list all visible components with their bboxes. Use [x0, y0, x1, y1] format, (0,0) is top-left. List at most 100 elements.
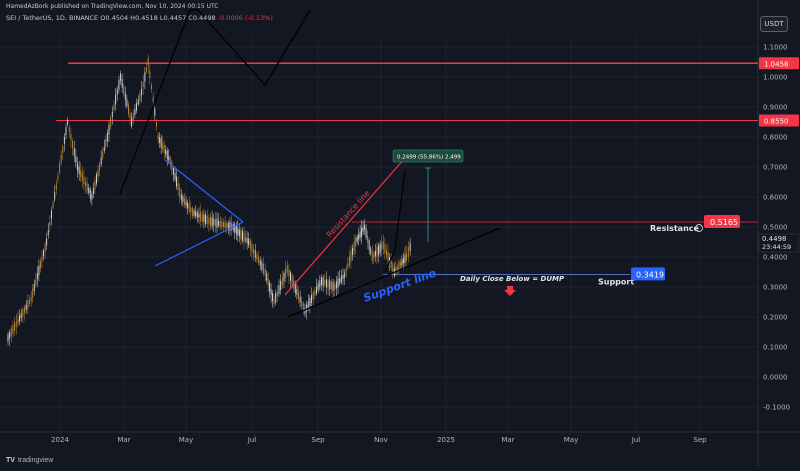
candle-body: [298, 292, 300, 299]
candle-body: [91, 194, 93, 200]
candle-body: [7, 334, 9, 342]
candle-body: [312, 292, 314, 300]
candle-body: [216, 218, 218, 228]
candle-body: [263, 264, 265, 274]
published-line: HamedAzBork published on TradingView.com…: [6, 3, 219, 10]
candle-body: [187, 202, 189, 209]
candle-body: [327, 280, 329, 288]
candle-body: [330, 282, 332, 289]
price-level-badge: [759, 57, 799, 70]
candle-body: [309, 297, 311, 307]
candle-body: [269, 282, 271, 292]
candle-body: [105, 139, 107, 147]
candle-body: [395, 267, 397, 273]
time-tick-label: Sep: [693, 436, 707, 444]
candle-body: [126, 99, 128, 107]
candle-body: [41, 256, 43, 262]
candle-body: [226, 223, 228, 228]
candle-body: [365, 228, 367, 238]
candle-body: [387, 251, 389, 262]
candle-body: [243, 233, 245, 242]
support-price-text: 0.3419: [636, 270, 664, 279]
time-tick-label: Sep: [311, 436, 325, 444]
symbol-info: SEI / TetherUS, 1D, BINANCE O0.4504 H0.4…: [6, 14, 273, 22]
price-tick-label: 0.8000: [763, 134, 788, 142]
candle-body: [94, 180, 96, 190]
currency-badge[interactable]: USDT: [760, 16, 788, 32]
support-trend-line: [287, 227, 501, 318]
candle-body: [137, 99, 139, 105]
candle-body: [152, 97, 154, 102]
price-tick-label: 0.0000: [763, 374, 788, 382]
candle-body: [78, 166, 80, 174]
candle-body: [273, 299, 275, 305]
candle-body: [10, 328, 12, 337]
price-tick-label: 0.4000: [763, 254, 788, 262]
candle-body: [288, 269, 290, 277]
candle-body: [364, 224, 366, 230]
candle-body: [176, 176, 178, 187]
candle-body: [136, 103, 138, 111]
candle-body: [405, 253, 407, 261]
candle-body: [362, 227, 364, 232]
price-level-badge: [759, 114, 799, 127]
triangle-lower-line: [154, 221, 244, 267]
candle-body: [409, 242, 411, 252]
tradingview-logo[interactable]: TV tradingview: [6, 457, 53, 464]
tradingview-logo-icon: TV: [6, 457, 15, 464]
candle-body: [261, 262, 263, 270]
candle-body: [39, 261, 41, 269]
ohlc-values: O0.4504 H0.4518 L0.4457 C0.4498: [100, 14, 216, 22]
candle-body: [316, 286, 318, 294]
candle-body: [154, 108, 156, 116]
candle-body: [75, 156, 77, 163]
candle-body: [180, 194, 182, 200]
candle-body: [172, 167, 174, 175]
candle-body: [195, 211, 197, 217]
candle-body: [121, 78, 123, 88]
time-tick-label: Nov: [374, 436, 388, 444]
candle-body: [166, 150, 168, 160]
price-tick-label: 0.6000: [763, 194, 788, 202]
candle-body: [311, 294, 313, 304]
candle-body: [213, 219, 215, 226]
candle-body: [113, 104, 115, 110]
candle-body: [281, 277, 283, 286]
time-tick-label: 2025: [437, 436, 455, 444]
price-change: -0.0006 (-0.13%): [217, 14, 273, 22]
candle-body: [378, 245, 380, 256]
candle-body: [361, 227, 363, 237]
candle-body: [251, 243, 253, 253]
candle-body: [241, 231, 243, 241]
resistance-price-text: 0.5165: [710, 218, 738, 227]
candle-body: [142, 81, 144, 88]
candle-body: [160, 138, 162, 148]
candle-body: [266, 273, 268, 281]
candle-body: [227, 222, 229, 229]
candle-body: [185, 201, 187, 206]
candle-body: [155, 122, 157, 127]
candle-body: [132, 113, 134, 121]
candle-body: [384, 244, 386, 254]
candle-body: [103, 146, 105, 152]
candle-body: [115, 94, 117, 105]
candle-body: [179, 187, 181, 197]
candle-body: [368, 240, 370, 250]
candle-body: [131, 117, 133, 127]
candle-body: [276, 291, 278, 297]
candle-body: [165, 149, 167, 155]
time-tick-label: Jul: [631, 436, 641, 444]
candle-body: [201, 213, 203, 222]
candle-body: [370, 248, 372, 254]
candle-body: [129, 113, 131, 118]
candle-body: [385, 250, 387, 256]
candle-body: [342, 274, 344, 280]
candle-body: [70, 133, 72, 141]
candle-body: [390, 260, 392, 268]
candle-body: [317, 283, 319, 291]
candle-body: [347, 263, 349, 268]
support-label: Support: [598, 277, 634, 286]
candle-body: [278, 285, 280, 294]
